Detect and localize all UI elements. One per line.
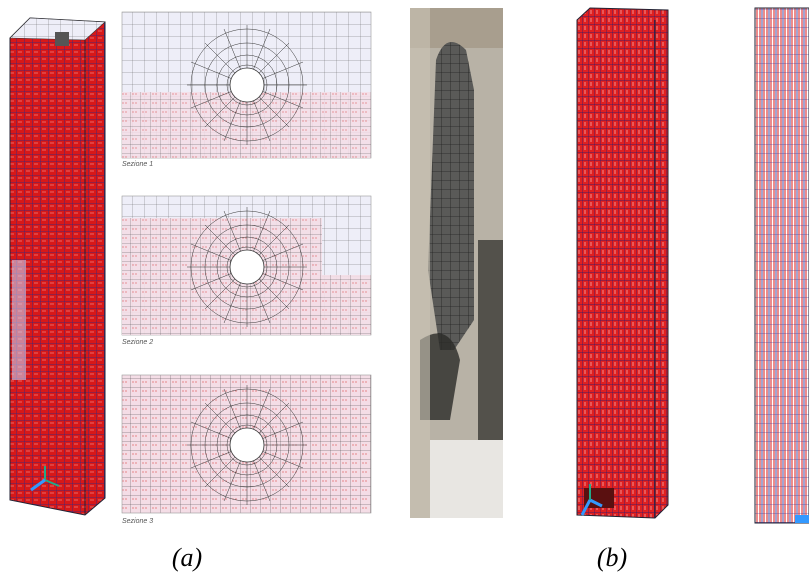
column-model-b xyxy=(577,8,668,518)
panel-label: (b) xyxy=(597,543,627,572)
column-model-a xyxy=(10,18,105,515)
section-3: Sezione 3 xyxy=(122,375,371,525)
section-1: Sezione 1 xyxy=(122,12,371,168)
section-caption: Sezione 3 xyxy=(122,518,153,525)
section-2: Sezione 2 xyxy=(122,196,371,346)
panel-label: (a) xyxy=(172,543,202,572)
section-caption: Sezione 1 xyxy=(122,161,153,168)
section-caption: Sezione 2 xyxy=(122,339,153,346)
photo xyxy=(410,8,503,518)
figure: Sezione 1 Sezione 2 Sezione 3 (a) (b) xyxy=(0,0,809,579)
column-model-side xyxy=(755,8,809,523)
